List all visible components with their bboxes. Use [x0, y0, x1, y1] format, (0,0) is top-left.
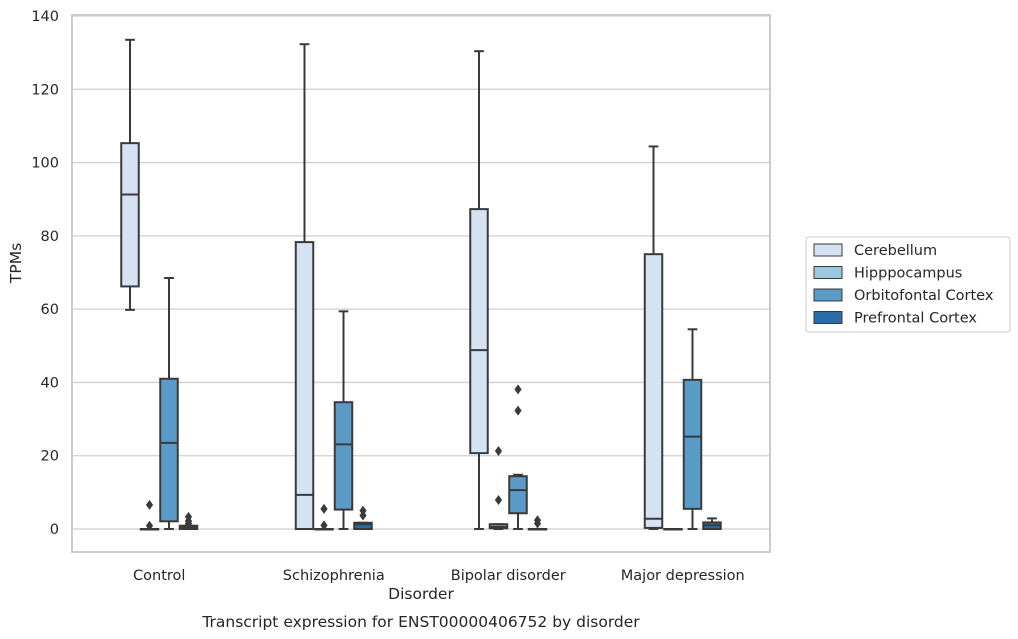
outlier-point — [320, 503, 328, 514]
y-axis-ticks: 0 20 40 60 80 100 120 140 — [31, 9, 59, 538]
legend: Cerebellum Hipppocampus Orbitofontal Corte… — [805, 236, 1011, 333]
outlier-point — [320, 520, 328, 531]
box-cerebellum — [120, 38, 140, 311]
box-iqr — [333, 401, 354, 511]
y-axis-label: TPMs — [7, 243, 25, 284]
y-tick-label: 0 — [50, 522, 59, 538]
x-tick-label: Bipolar disorder — [451, 568, 566, 584]
y-tick-label: 120 — [31, 82, 59, 98]
box-hipppocampus — [314, 503, 334, 531]
outlier-point — [533, 518, 542, 529]
box-iqr — [120, 142, 140, 288]
x-axis-ticks: Control Schizophrenia Bipolar disorder Majo… — [133, 568, 745, 584]
plot-frame — [71, 14, 771, 553]
chart-caption: Transcript expression for ENST0000040675… — [201, 613, 640, 631]
box-cerebellum — [643, 145, 664, 530]
box-orbitofontal-cortex — [333, 310, 354, 530]
box-iqr — [682, 378, 703, 510]
x-axis-label: Disorder — [388, 585, 454, 603]
box-hipppocampus — [663, 528, 683, 531]
box-cerebellum — [469, 50, 489, 530]
y-tick-label: 20 — [41, 449, 59, 465]
box-iqr — [508, 475, 528, 515]
box-hipppocampus — [139, 499, 160, 531]
legend-swatch — [813, 266, 843, 279]
box-iqr — [469, 208, 489, 455]
y-tick-label: 80 — [41, 229, 59, 245]
legend-swatch — [813, 288, 843, 302]
box-prefrontal-cortex — [353, 505, 373, 530]
legend-label: Orbitofontal Cortex — [854, 288, 994, 304]
box-cerebellum — [294, 43, 315, 530]
y-tick-label: 100 — [31, 156, 59, 172]
box-iqr — [643, 253, 664, 529]
box-hipppocampus — [488, 445, 509, 530]
legend-box — [805, 236, 1011, 333]
box-iqr — [294, 241, 315, 530]
legend-label: Prefrontal Cortex — [854, 311, 977, 327]
outlier-point — [494, 495, 503, 506]
outlier-point — [494, 445, 503, 456]
y-tick-label: 40 — [41, 375, 59, 391]
legend-label: Hipppocampus — [854, 266, 962, 282]
outlier-point — [359, 510, 367, 521]
x-tick-label: Major depression — [621, 568, 745, 584]
x-tick-label: Schizophrenia — [283, 568, 385, 584]
box-orbitofontal-cortex — [159, 276, 179, 530]
box-iqr — [353, 521, 373, 530]
outlier-point — [145, 520, 154, 531]
box-prefrontal-cortex — [527, 515, 548, 531]
legend-swatch — [813, 311, 843, 324]
legend-swatch — [813, 243, 843, 257]
box-prefrontal-cortex — [702, 517, 722, 531]
x-tick-label: Control — [133, 568, 185, 584]
y-tick-label: 60 — [41, 302, 59, 318]
y-tick-label: 140 — [31, 9, 59, 25]
outlier-point — [514, 384, 522, 395]
outlier-point — [514, 405, 522, 416]
box-orbitofontal-cortex — [508, 384, 528, 530]
box-orbitofontal-cortex — [682, 328, 703, 530]
outlier-point — [184, 520, 193, 531]
outlier-point — [145, 499, 154, 510]
legend-label: Cerebellum — [854, 243, 937, 259]
gridlines — [72, 15, 770, 530]
box-layer — [120, 38, 722, 531]
box-prefrontal-cortex — [178, 511, 199, 531]
box-iqr — [159, 377, 179, 523]
